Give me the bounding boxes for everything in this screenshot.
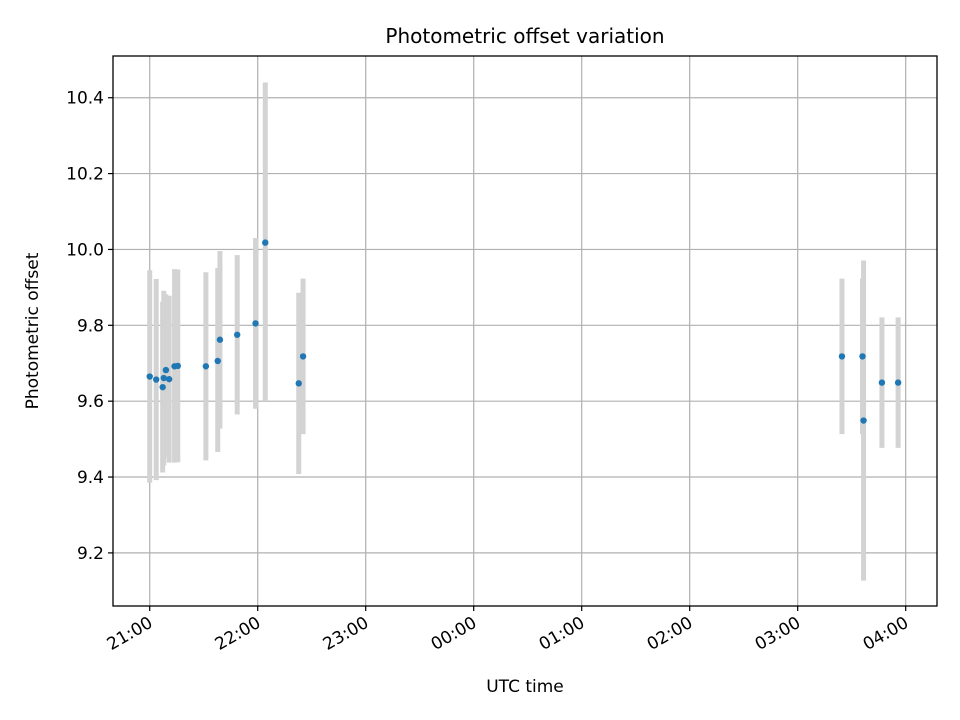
y-tick-label: 9.8 xyxy=(77,316,104,336)
y-tick-label: 9.4 xyxy=(77,468,104,488)
y-tick-label: 9.6 xyxy=(77,392,104,412)
data-point xyxy=(262,239,269,246)
plot-frame xyxy=(112,55,938,607)
y-tick-label: 10.0 xyxy=(66,240,104,260)
data-point xyxy=(299,353,307,360)
data-point xyxy=(233,331,241,338)
grid-lines xyxy=(113,56,937,606)
y-axis-ticks: 9.2 9.4 9.6 9.8 10.0 10.2 10.4 xyxy=(66,89,113,564)
chart-title: Photometric offset variation xyxy=(385,24,664,48)
data-point xyxy=(146,373,153,380)
data-point xyxy=(860,417,867,424)
x-axis-label: UTC time xyxy=(486,677,564,697)
y-tick-label: 9.2 xyxy=(77,544,104,564)
data-point xyxy=(152,376,160,383)
data-point xyxy=(295,380,302,387)
data-point xyxy=(214,357,221,365)
data-point xyxy=(252,320,259,327)
data-point xyxy=(165,375,173,383)
data-point xyxy=(202,363,210,370)
plot-area xyxy=(113,56,937,606)
data-point xyxy=(859,353,866,360)
data-point xyxy=(216,336,224,343)
data-point xyxy=(160,374,167,382)
data-point xyxy=(838,353,846,360)
data-point xyxy=(174,362,181,370)
data-point xyxy=(878,379,886,386)
y-tick-label: 10.4 xyxy=(66,89,104,109)
data-point xyxy=(159,383,166,391)
y-axis-label: Photometric offset xyxy=(23,252,43,409)
data-point xyxy=(894,379,902,386)
data-point xyxy=(162,366,170,374)
y-tick-label: 10.2 xyxy=(66,165,104,185)
data-points xyxy=(146,239,902,424)
